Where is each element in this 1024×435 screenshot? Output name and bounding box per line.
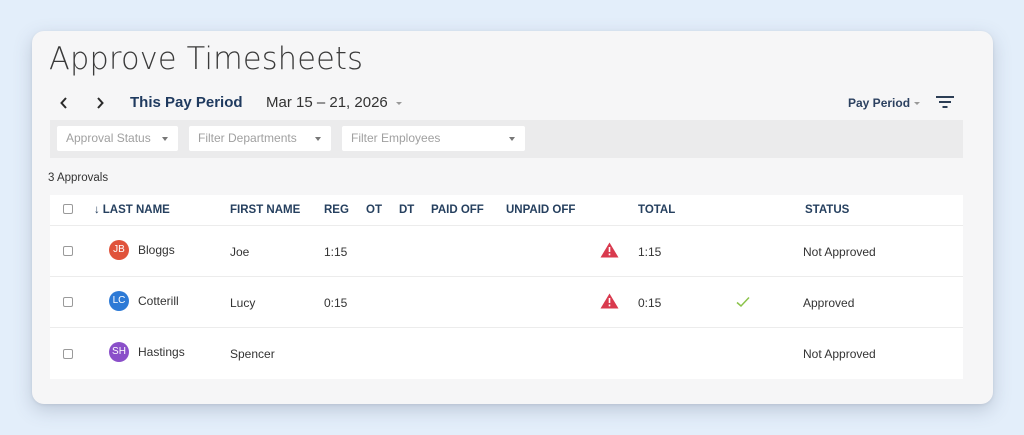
column-unpaid-off[interactable]: UNPAID OFF bbox=[506, 204, 576, 216]
reg-hours: 0:15 bbox=[324, 296, 348, 310]
status-text: Approved bbox=[803, 296, 855, 310]
first-name: Joe bbox=[230, 245, 250, 259]
caret-down-icon bbox=[914, 102, 921, 106]
dropdown-arrow-icon bbox=[315, 137, 321, 141]
last-name: Hastings bbox=[138, 345, 185, 359]
filter-bar: Approval Status Filter Departments Filte… bbox=[50, 120, 963, 158]
row-checkbox[interactable] bbox=[63, 297, 73, 307]
approval-status-filter[interactable]: Approval Status bbox=[57, 126, 178, 151]
table-row[interactable]: SH Hastings Spencer Not Approved bbox=[50, 327, 963, 379]
column-total[interactable]: TOTAL bbox=[638, 204, 676, 216]
approve-timesheets-card: Approve Timesheets This Pay Period Mar 1… bbox=[32, 31, 993, 404]
last-name: Cotterill bbox=[138, 294, 179, 308]
column-last-name[interactable]: ↓ LAST NAME bbox=[94, 204, 170, 216]
table-header: ↓ LAST NAME FIRST NAME REG OT DT PAID OFF… bbox=[50, 195, 963, 225]
total-hours: 0:15 bbox=[638, 296, 662, 310]
total-hours: 1:15 bbox=[638, 245, 662, 259]
next-period-button[interactable] bbox=[90, 92, 110, 114]
column-reg[interactable]: REG bbox=[324, 204, 349, 216]
employees-filter[interactable]: Filter Employees bbox=[342, 126, 525, 151]
approval-status-placeholder: Approval Status bbox=[66, 131, 151, 145]
column-paid-off[interactable]: PAID OFF bbox=[431, 204, 484, 216]
status-text: Not Approved bbox=[803, 347, 876, 361]
row-checkbox[interactable] bbox=[63, 246, 73, 256]
arrow-down-icon: ↓ bbox=[94, 204, 100, 216]
avatar: LC bbox=[109, 291, 129, 311]
pay-period-view-selector[interactable]: Pay Period bbox=[848, 96, 921, 110]
avatar: SH bbox=[109, 342, 129, 362]
dropdown-arrow-icon bbox=[162, 137, 168, 141]
approvals-count: 3 Approvals bbox=[48, 172, 109, 184]
period-label: This Pay Period bbox=[130, 94, 243, 111]
approvals-table: ↓ LAST NAME FIRST NAME REG OT DT PAID OFF… bbox=[50, 195, 963, 379]
select-all-checkbox[interactable] bbox=[63, 204, 73, 214]
checkmark-icon bbox=[736, 296, 750, 308]
period-nav: This Pay Period Mar 15 – 21, 2026 Pay Pe… bbox=[50, 92, 970, 114]
first-name: Spencer bbox=[230, 347, 275, 361]
departments-filter[interactable]: Filter Departments bbox=[189, 126, 331, 151]
row-checkbox[interactable] bbox=[63, 349, 73, 359]
status-text: Not Approved bbox=[803, 245, 876, 259]
period-range-dropdown[interactable]: Mar 15 – 21, 2026 bbox=[266, 94, 402, 111]
column-status[interactable]: STATUS bbox=[805, 204, 850, 216]
table-row[interactable]: LC Cotterill Lucy 0:15 0:15 Approved bbox=[50, 276, 963, 327]
avatar: JB bbox=[109, 240, 129, 260]
page-title: Approve Timesheets bbox=[49, 41, 364, 77]
table-row[interactable]: JB Bloggs Joe 1:15 1:15 Not Approved bbox=[50, 225, 963, 276]
column-first-name[interactable]: FIRST NAME bbox=[230, 204, 301, 216]
chevron-left-icon bbox=[60, 97, 67, 109]
filter-lines-icon[interactable] bbox=[936, 95, 954, 109]
column-ot[interactable]: OT bbox=[366, 204, 382, 216]
last-name: Bloggs bbox=[138, 243, 175, 257]
previous-period-button[interactable] bbox=[54, 92, 74, 114]
departments-placeholder: Filter Departments bbox=[198, 131, 297, 145]
warning-icon bbox=[600, 293, 619, 309]
period-range-text: Mar 15 – 21, 2026 bbox=[266, 94, 388, 111]
employees-placeholder: Filter Employees bbox=[351, 131, 441, 145]
warning-icon bbox=[600, 242, 619, 258]
column-dt[interactable]: DT bbox=[399, 204, 415, 216]
caret-down-icon bbox=[395, 101, 402, 105]
reg-hours: 1:15 bbox=[324, 245, 348, 259]
pay-period-label: Pay Period bbox=[848, 96, 911, 110]
chevron-right-icon bbox=[97, 97, 104, 109]
dropdown-arrow-icon bbox=[509, 137, 515, 141]
first-name: Lucy bbox=[230, 296, 256, 310]
